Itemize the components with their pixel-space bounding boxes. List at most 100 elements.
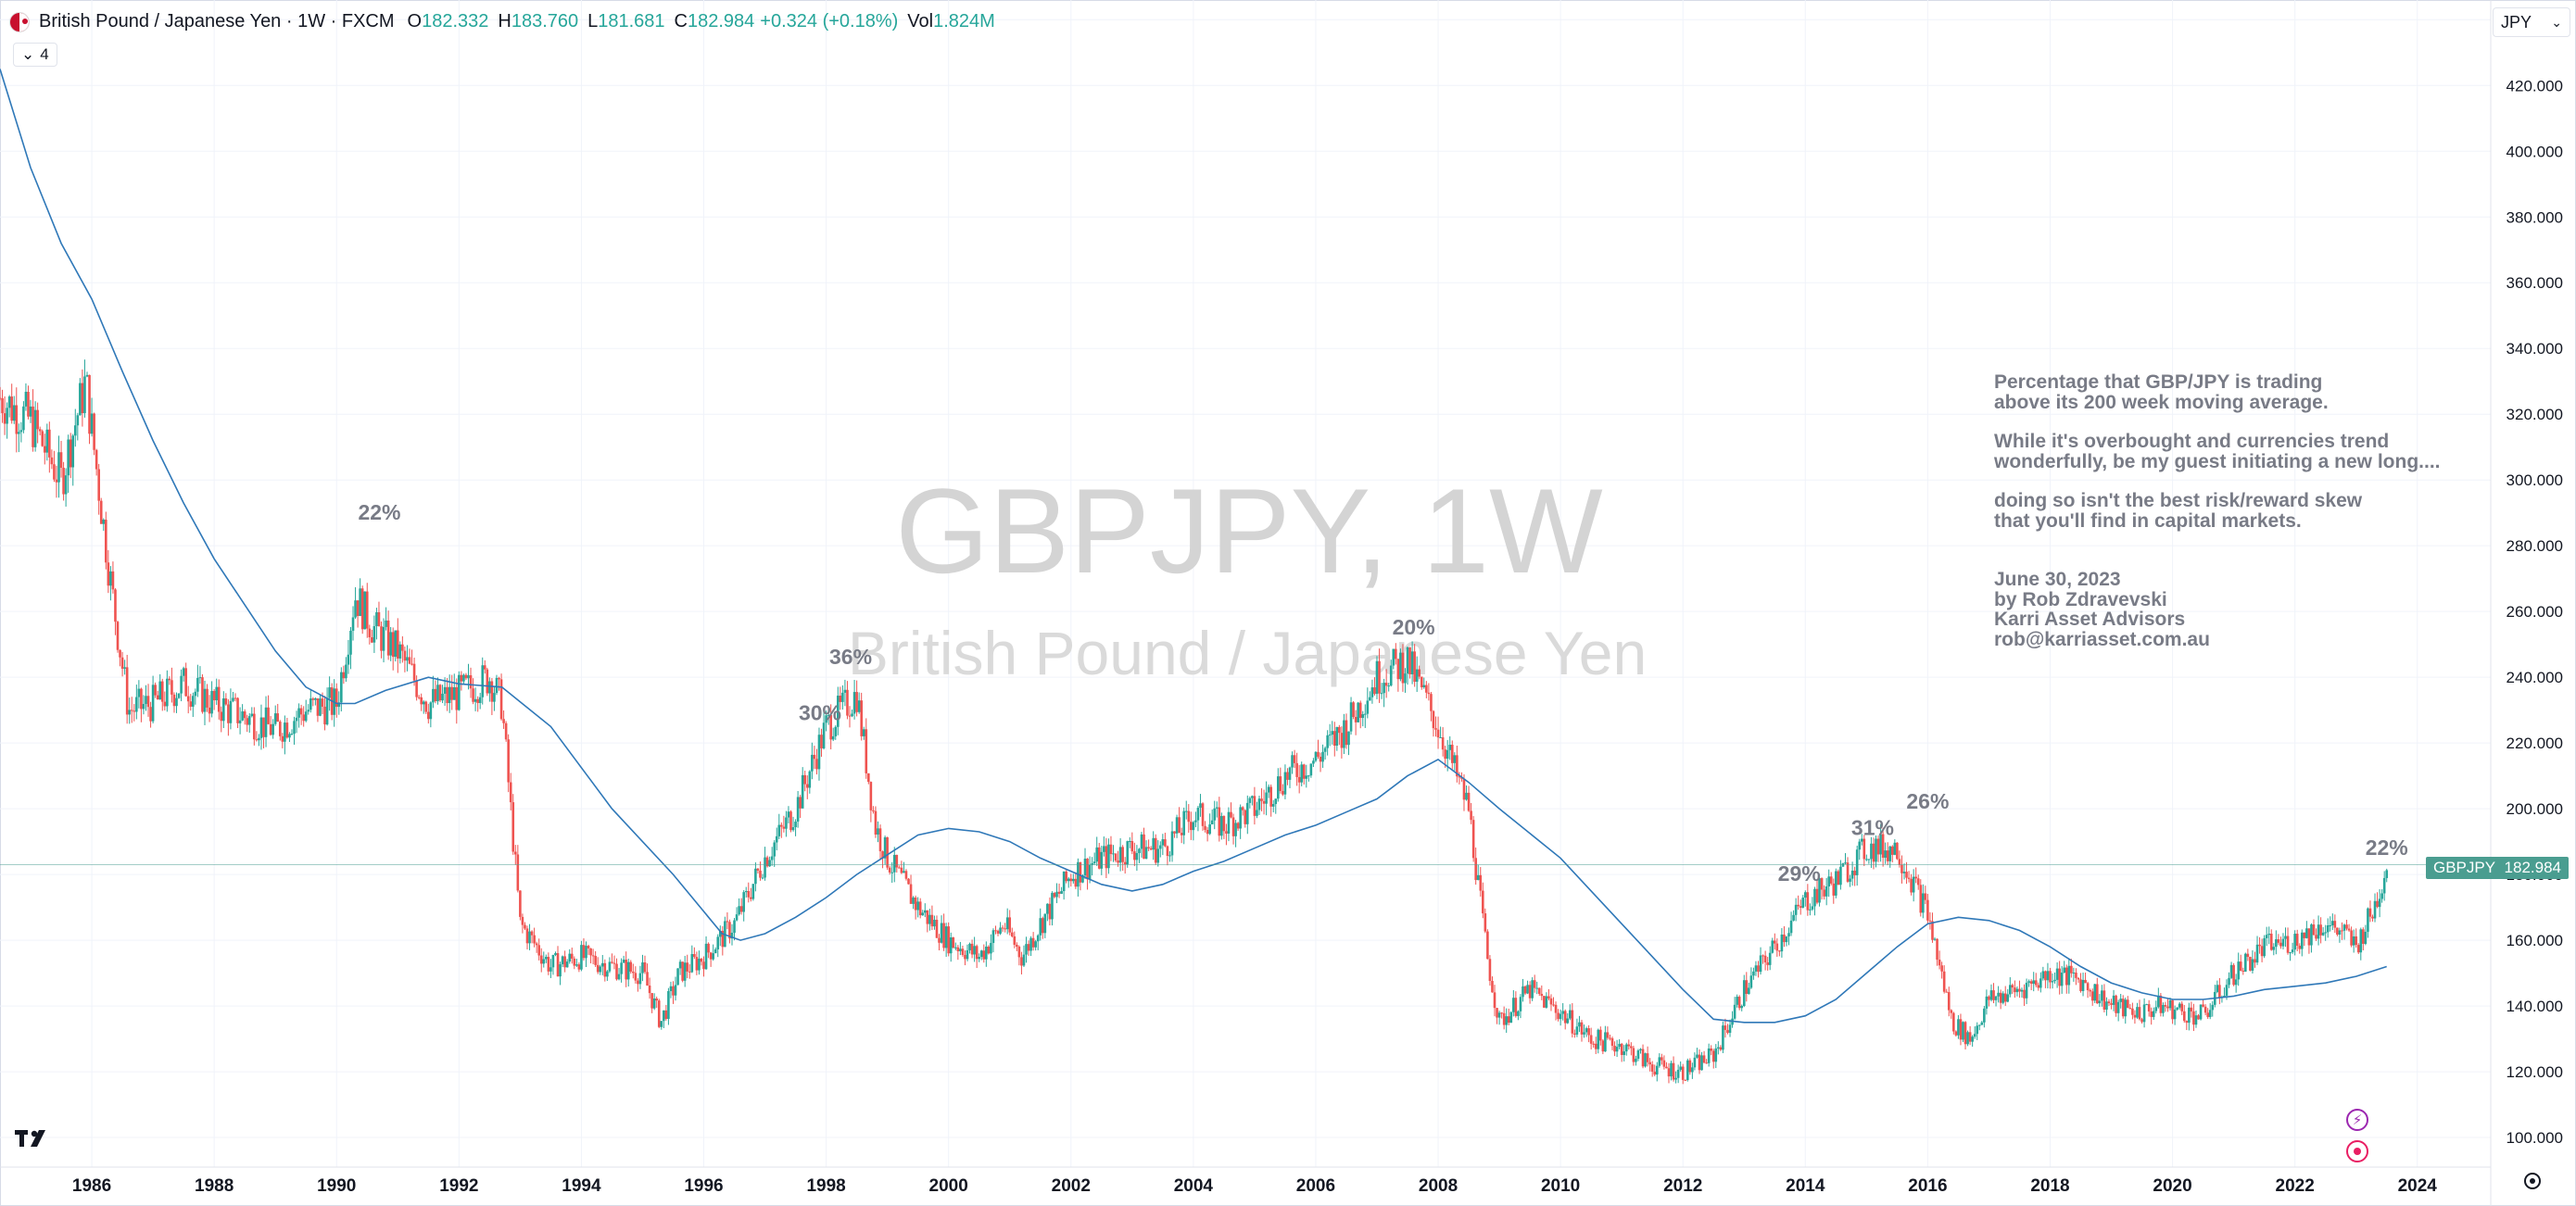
ohlc-value: 182.984 xyxy=(688,11,755,31)
indicators-toggle-button[interactable]: ⌄ 4 xyxy=(13,43,57,67)
candle-body xyxy=(1778,950,1781,952)
lightning-icon[interactable]: ⚡ xyxy=(2346,1109,2368,1131)
candle-body xyxy=(1133,851,1136,861)
candle-body xyxy=(1474,858,1477,881)
candle-body xyxy=(2027,981,2030,983)
candle-body xyxy=(238,720,242,723)
candle-body xyxy=(660,1021,663,1027)
candle-body xyxy=(1190,822,1193,831)
candle-body xyxy=(1745,980,1749,995)
candle-body xyxy=(794,822,797,828)
candle-body xyxy=(1293,755,1296,763)
candle-body xyxy=(1971,1036,1974,1042)
candle-body xyxy=(1196,808,1200,821)
candle-body xyxy=(354,600,357,618)
candle-body xyxy=(2173,1009,2177,1020)
candle-body xyxy=(258,737,260,741)
candle-body xyxy=(15,405,19,434)
candle-body xyxy=(1853,870,1856,875)
candle-body xyxy=(382,626,385,651)
candle-body xyxy=(377,612,381,627)
candle-body xyxy=(900,867,903,873)
candle-body xyxy=(371,637,373,643)
candle-body xyxy=(1295,762,1298,777)
candle-body xyxy=(1940,965,1943,972)
candle-body xyxy=(933,919,936,927)
symbol-legend[interactable]: British Pound / Japanese Yen · 1W · FXCM… xyxy=(9,11,1001,32)
candle-body xyxy=(198,677,202,679)
candle-body xyxy=(865,729,868,773)
candle-body xyxy=(1992,990,1995,1000)
candle-body xyxy=(1465,792,1468,800)
candle-body xyxy=(947,926,950,954)
candle-body xyxy=(259,717,263,738)
candle-body xyxy=(363,591,367,630)
candle-body xyxy=(438,685,442,701)
candle-body xyxy=(1968,1032,1972,1042)
candle-body xyxy=(973,946,976,955)
candle-body xyxy=(281,735,284,742)
candle-body xyxy=(385,620,387,627)
time-axis[interactable]: 1986 1988 1990 1992 1994 1996 1998 2000 2002 2004… xyxy=(72,1176,2437,1196)
candle-body xyxy=(582,945,586,959)
candle-body xyxy=(1135,852,1139,861)
candle-body xyxy=(2190,1007,2193,1011)
candle-body xyxy=(1850,870,1854,879)
price-axis[interactable]: 100.000120.000140.000160.000180.000200.0… xyxy=(2507,11,2563,1147)
candle-body xyxy=(1213,808,1217,821)
candle-body xyxy=(695,957,699,971)
candle-body xyxy=(114,589,117,622)
candle-body xyxy=(2124,999,2128,1017)
candle-body xyxy=(2241,970,2245,972)
chevron-down-icon: ⌄ xyxy=(2551,14,2562,30)
candle-body xyxy=(843,689,847,693)
candle-body xyxy=(325,697,329,725)
candle-body xyxy=(273,713,277,724)
candle-body xyxy=(1291,755,1294,768)
tradingview-logo-icon[interactable] xyxy=(15,1128,52,1149)
candle-body xyxy=(1241,807,1244,810)
candle-body xyxy=(1496,1008,1498,1018)
symbol-title[interactable]: British Pound / Japanese Yen · 1W · FXCM xyxy=(39,11,395,31)
candle-body xyxy=(448,686,451,704)
candle-body xyxy=(681,961,684,981)
candle-body xyxy=(641,962,644,974)
candle-body xyxy=(600,962,604,967)
candle-body xyxy=(638,973,642,985)
currency-button[interactable]: JPY ⌄ xyxy=(2493,7,2570,37)
y-tick-label: 220.000 xyxy=(2507,735,2563,752)
candle-body xyxy=(2218,985,2221,998)
candle-body xyxy=(2244,953,2247,972)
candle-body xyxy=(898,867,901,869)
candle-body xyxy=(674,985,677,996)
ohlc-key: H xyxy=(498,11,511,31)
candle-body xyxy=(1105,846,1108,869)
candle-body xyxy=(365,591,369,629)
candle-body xyxy=(822,722,826,748)
candle-body xyxy=(67,439,69,476)
candle-body xyxy=(1942,971,1946,992)
candle-body xyxy=(1439,737,1442,739)
candle-body xyxy=(1578,1022,1581,1027)
candle-body xyxy=(669,986,673,991)
candle-body xyxy=(264,707,268,737)
candle-body xyxy=(1818,878,1821,903)
settings-gear-icon[interactable] xyxy=(2524,1173,2541,1189)
candle-body xyxy=(2058,968,2061,986)
candle-body xyxy=(474,698,477,702)
record-icon[interactable] xyxy=(2346,1140,2368,1162)
candle-body xyxy=(620,962,623,974)
candle-body xyxy=(1523,986,1527,994)
candle-body xyxy=(612,962,616,964)
x-tick-label: 2004 xyxy=(1174,1176,1214,1196)
candle-body xyxy=(1722,1025,1724,1050)
candle-body xyxy=(53,464,56,480)
candle-body xyxy=(2356,945,2360,953)
candle-body xyxy=(2166,1006,2169,1009)
candle-body xyxy=(874,810,878,835)
candle-body xyxy=(530,931,534,936)
candle-body xyxy=(62,468,65,495)
candle-body xyxy=(1665,1066,1668,1069)
candle-body xyxy=(1938,960,1941,966)
